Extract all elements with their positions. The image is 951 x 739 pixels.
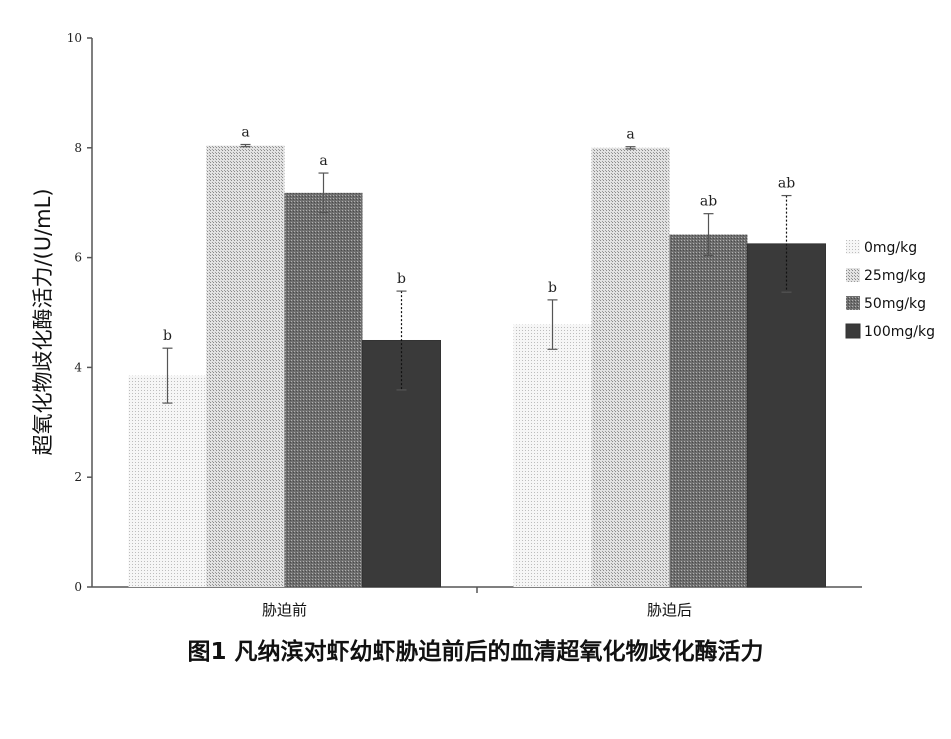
significance-label: ab — [778, 176, 795, 192]
significance-label: b — [548, 280, 557, 296]
legend-label: 25mg/kg — [864, 268, 926, 284]
significance-label: a — [319, 153, 327, 169]
bar — [206, 145, 285, 587]
bar — [362, 339, 441, 588]
y-tick-label: 10 — [67, 31, 82, 45]
x-tick-label: 胁迫前 — [262, 601, 307, 619]
bar — [284, 192, 363, 587]
bar — [513, 324, 592, 587]
legend-label: 50mg/kg — [864, 296, 926, 312]
legend-swatch — [846, 268, 860, 282]
significance-label: b — [163, 328, 172, 344]
bar — [747, 243, 826, 588]
significance-label: b — [397, 271, 406, 287]
legend-swatch — [846, 296, 860, 310]
y-tick-label: 0 — [74, 580, 82, 594]
legend: 0mg/kg 25mg/kg 50mg/kg 100mg/kg — [845, 240, 935, 340]
significance-label: a — [626, 127, 634, 143]
x-tick-label: 胁迫后 — [647, 601, 692, 619]
y-axis-label: 超氧化物歧化酶活力/(U/mL) — [31, 188, 55, 455]
legend-label: 0mg/kg — [864, 240, 917, 256]
significance-label: a — [241, 125, 249, 141]
bar — [591, 147, 670, 588]
y-tick-label: 4 — [74, 360, 82, 374]
bar — [128, 375, 207, 587]
significance-label: ab — [700, 194, 717, 210]
legend-swatch — [846, 240, 860, 254]
legend-swatch — [845, 323, 861, 339]
legend-label: 100mg/kg — [864, 324, 935, 340]
bar — [669, 234, 748, 588]
y-tick-label: 8 — [74, 141, 82, 155]
figure-caption: 图1 凡纳滨对虾幼虾胁迫前后的血清超氧化物歧化酶活力 — [187, 639, 764, 665]
y-tick-label: 6 — [74, 251, 82, 265]
y-tick-label: 2 — [74, 470, 82, 484]
